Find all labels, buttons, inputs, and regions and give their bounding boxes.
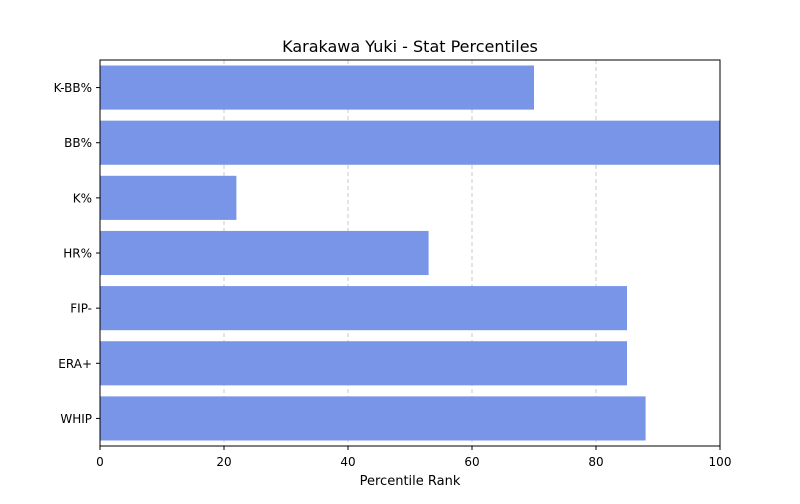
y-tick-label: BB% <box>64 136 92 150</box>
bar-k-bb- <box>100 65 534 110</box>
bar-era- <box>100 341 627 386</box>
y-tick-label: ERA+ <box>58 357 92 371</box>
x-axis: 0 20 40 60 80 100 <box>96 446 731 469</box>
x-tick-label: 100 <box>709 455 732 469</box>
chart-title: Karakawa Yuki - Stat Percentiles <box>282 37 538 56</box>
x-tick-label: 0 <box>96 455 104 469</box>
x-axis-label: Percentile Rank <box>360 474 461 489</box>
y-tick-label: K-BB% <box>54 81 92 95</box>
bar-bb- <box>100 120 720 165</box>
bars <box>100 65 720 441</box>
y-axis: K-BB% BB% K% HR% FIP- ERA+ WHIP <box>54 81 100 426</box>
x-tick-label: 80 <box>588 455 603 469</box>
bar-whip <box>100 396 646 441</box>
x-tick-label: 20 <box>216 455 231 469</box>
y-tick-label: HR% <box>63 247 92 261</box>
bar-hr- <box>100 230 429 276</box>
y-tick-label: K% <box>73 191 92 205</box>
bar-fip- <box>100 286 627 331</box>
bar-k- <box>100 175 237 220</box>
x-tick-label: 40 <box>340 455 355 469</box>
y-tick-label: FIP- <box>70 302 92 316</box>
y-tick-label: WHIP <box>60 412 92 426</box>
x-tick-label: 60 <box>464 455 479 469</box>
